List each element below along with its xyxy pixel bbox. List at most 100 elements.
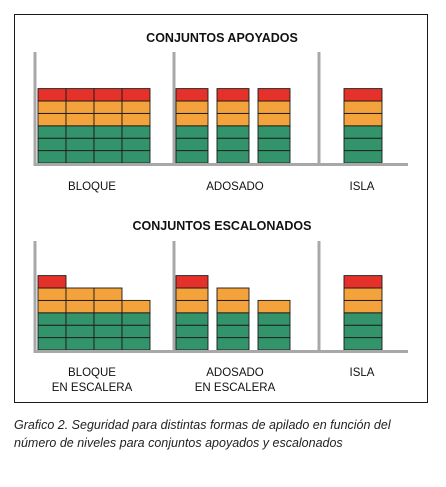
pallet-block-red bbox=[65, 88, 95, 102]
pallet-block-red bbox=[175, 88, 209, 102]
pallet-block-orange bbox=[257, 299, 291, 314]
pallet-block-green bbox=[65, 125, 95, 139]
pallet-block-orange bbox=[175, 112, 209, 127]
pallet-block-orange bbox=[216, 287, 250, 301]
group-label: ADOSADO bbox=[206, 367, 264, 379]
pallet-block-green bbox=[65, 137, 95, 152]
pallet-block-green bbox=[257, 150, 291, 164]
pallet-block-green bbox=[121, 125, 151, 139]
group-label: BLOQUE bbox=[68, 181, 116, 193]
pallet-block-green bbox=[93, 312, 123, 326]
pallet-block-orange bbox=[175, 299, 209, 314]
pallet-block-green bbox=[175, 324, 209, 339]
pallet-block-orange bbox=[175, 287, 209, 301]
pallet-block-green bbox=[343, 125, 383, 139]
pallet-block-green bbox=[93, 337, 123, 351]
group-label: EN ESCALERA bbox=[52, 382, 133, 394]
pallet-block-orange bbox=[257, 100, 291, 114]
pallet-block-green bbox=[175, 312, 209, 326]
pallet-block-green bbox=[37, 312, 67, 326]
pallet-block-green bbox=[93, 125, 123, 139]
pallet-block-orange bbox=[93, 100, 123, 114]
pallet-block-red bbox=[37, 88, 67, 102]
group-label: EN ESCALERA bbox=[195, 382, 276, 394]
pallet-block-orange bbox=[343, 287, 383, 301]
group-label: ISLA bbox=[350, 367, 375, 379]
pallet-block-orange bbox=[93, 299, 123, 314]
pallet-block-green bbox=[175, 137, 209, 152]
pallet-block-green bbox=[216, 150, 250, 164]
figure-frame bbox=[14, 14, 428, 403]
pallet-block-red bbox=[121, 88, 151, 102]
stacking-diagram: CONJUNTOS APOYADOS BLOQUE ADOSADO ISLA CONJU… bbox=[33, 31, 408, 394]
pallet-block-green bbox=[93, 324, 123, 339]
figure-caption: Grafico 2. Seguridad para distintas form… bbox=[14, 418, 391, 450]
panel-title-apoyados: CONJUNTOS APOYADOS bbox=[146, 31, 298, 45]
pallet-block-red bbox=[93, 88, 123, 102]
pallet-block-green bbox=[343, 337, 383, 351]
pallet-block-orange bbox=[65, 299, 95, 314]
pallet-block-green bbox=[121, 337, 151, 351]
pallet-block-green bbox=[216, 337, 250, 351]
pallet-block-red bbox=[175, 275, 209, 289]
group-label: ADOSADO bbox=[206, 181, 264, 193]
pallet-block-green bbox=[343, 312, 383, 326]
group-label: ISLA bbox=[350, 181, 375, 193]
pallet-block-orange bbox=[257, 112, 291, 127]
pallet-block-orange bbox=[175, 100, 209, 114]
pallet-block-green bbox=[175, 337, 209, 351]
pallet-block-orange bbox=[121, 299, 151, 314]
pallet-block-orange bbox=[37, 112, 67, 127]
pallet-block-green bbox=[121, 324, 151, 339]
pallet-block-orange bbox=[216, 299, 250, 314]
pallet-block-green bbox=[175, 125, 209, 139]
pallet-block-orange bbox=[121, 112, 151, 127]
pallet-block-green bbox=[257, 337, 291, 351]
pallet-block-green bbox=[121, 137, 151, 152]
pallet-block-orange bbox=[65, 287, 95, 301]
pallet-block-green bbox=[93, 137, 123, 152]
pallet-block-orange bbox=[343, 100, 383, 114]
pallet-block-orange bbox=[37, 100, 67, 114]
pallet-block-green bbox=[121, 150, 151, 164]
pallet-block-green bbox=[37, 125, 67, 139]
pallet-block-red bbox=[216, 88, 250, 102]
pallet-block-red bbox=[257, 88, 291, 102]
pallet-block-green bbox=[257, 137, 291, 152]
pallet-block-orange bbox=[37, 287, 67, 301]
pallet-block-orange bbox=[65, 112, 95, 127]
pallet-block-orange bbox=[216, 112, 250, 127]
pallet-block-green bbox=[257, 312, 291, 326]
pallet-block-green bbox=[216, 137, 250, 152]
pallet-block-green bbox=[343, 137, 383, 152]
pallet-block-orange bbox=[93, 287, 123, 301]
pallet-block-orange bbox=[93, 112, 123, 127]
pallet-block-orange bbox=[121, 100, 151, 114]
pallet-block-green bbox=[37, 337, 67, 351]
pallet-block-green bbox=[65, 337, 95, 351]
pallet-block-green bbox=[65, 150, 95, 164]
pallet-block-orange bbox=[343, 112, 383, 127]
pallet-block-green bbox=[93, 150, 123, 164]
group-label: BLOQUE bbox=[68, 367, 116, 379]
pallet-block-green bbox=[37, 150, 67, 164]
pallet-block-green bbox=[65, 324, 95, 339]
pallet-block-red bbox=[37, 275, 67, 289]
pallet-block-orange bbox=[65, 100, 95, 114]
pallet-block-orange bbox=[216, 100, 250, 114]
pallet-block-green bbox=[216, 312, 250, 326]
pallet-block-red bbox=[343, 275, 383, 289]
panel-title-escalonados: CONJUNTOS ESCALONADOS bbox=[133, 219, 312, 233]
pallet-block-orange bbox=[37, 299, 67, 314]
pallet-block-orange bbox=[343, 299, 383, 314]
pallet-block-green bbox=[175, 150, 209, 164]
pallet-block-red bbox=[343, 88, 383, 102]
pallet-block-green bbox=[257, 125, 291, 139]
pallet-block-green bbox=[343, 324, 383, 339]
pallet-block-green bbox=[37, 137, 67, 152]
pallet-block-green bbox=[343, 150, 383, 164]
pallet-block-green bbox=[257, 324, 291, 339]
pallet-block-green bbox=[216, 324, 250, 339]
pallet-block-green bbox=[65, 312, 95, 326]
pallet-block-green bbox=[121, 312, 151, 326]
